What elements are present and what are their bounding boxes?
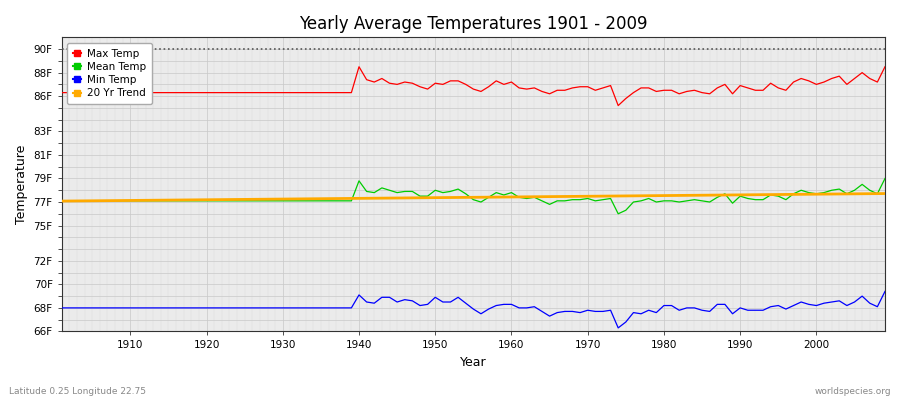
Text: worldspecies.org: worldspecies.org — [814, 387, 891, 396]
Title: Yearly Average Temperatures 1901 - 2009: Yearly Average Temperatures 1901 - 2009 — [299, 15, 648, 33]
Legend: Max Temp, Mean Temp, Min Temp, 20 Yr Trend: Max Temp, Mean Temp, Min Temp, 20 Yr Tre… — [67, 42, 152, 104]
X-axis label: Year: Year — [460, 356, 487, 369]
Text: Latitude 0.25 Longitude 22.75: Latitude 0.25 Longitude 22.75 — [9, 387, 146, 396]
Y-axis label: Temperature: Temperature — [15, 145, 28, 224]
